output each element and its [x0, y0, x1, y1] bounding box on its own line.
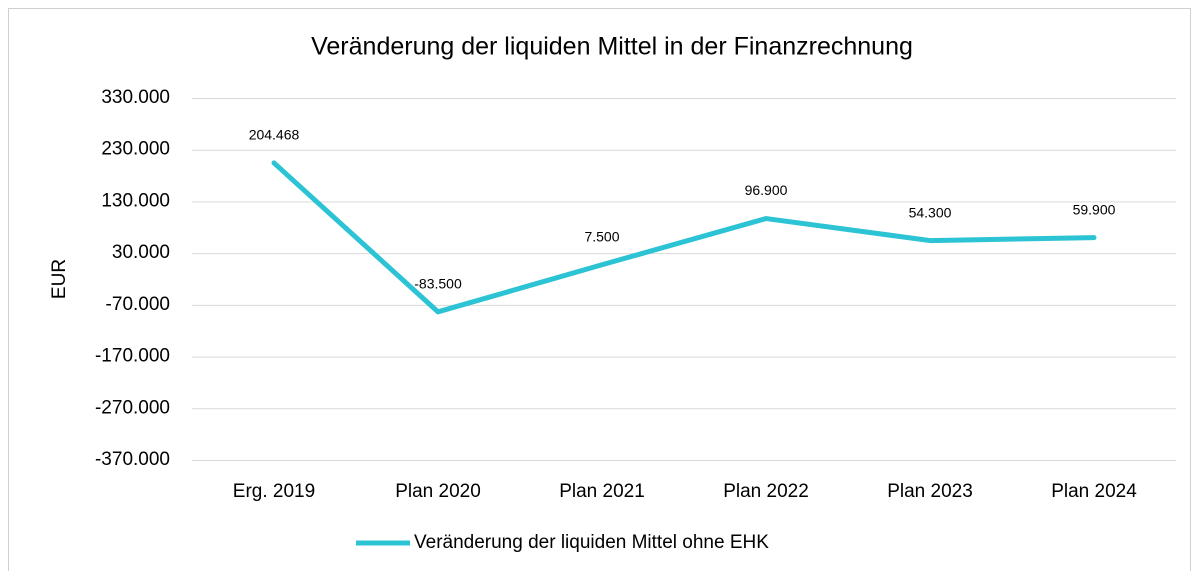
x-tick-label: Erg. 2019 — [233, 481, 315, 502]
chart-border — [8, 8, 1191, 571]
x-tick-label: Plan 2024 — [1051, 481, 1137, 502]
y-tick-label: 130.000 — [101, 190, 170, 211]
data-label: 7.500 — [584, 228, 619, 244]
y-axis-label: EUR — [49, 259, 70, 299]
x-tick-label: Plan 2020 — [395, 481, 481, 502]
data-label: -83.500 — [414, 276, 462, 292]
x-tick-label: Plan 2023 — [887, 481, 973, 502]
x-tick-label: Plan 2022 — [723, 481, 809, 502]
line — [271, 160, 1097, 315]
data-label: 59.900 — [1073, 201, 1116, 217]
y-tick-label: 230.000 — [101, 139, 170, 160]
y-tick-label: 30.000 — [112, 242, 170, 263]
x-tick-label: Plan 2021 — [559, 481, 645, 502]
legend-label: Veränderung der liquiden Mittel ohne EHK — [414, 532, 769, 553]
data-label: 204.468 — [249, 127, 300, 143]
data-label: 54.300 — [909, 204, 952, 220]
y-tick-label: -170.000 — [95, 346, 170, 367]
chart-title: Veränderung der liquiden Mittel in der F… — [311, 33, 913, 61]
y-tick-label: -370.000 — [95, 449, 170, 470]
y-tick-label: -270.000 — [95, 397, 170, 418]
y-tick-label: -70.000 — [106, 294, 170, 315]
data-label: 96.900 — [745, 182, 788, 198]
y-tick-label: 330.000 — [101, 87, 170, 108]
